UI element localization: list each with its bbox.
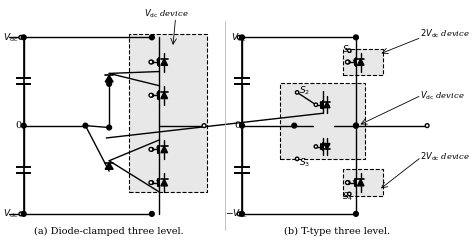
Circle shape bbox=[346, 181, 349, 185]
Circle shape bbox=[240, 36, 245, 41]
Circle shape bbox=[346, 61, 350, 64]
Circle shape bbox=[149, 212, 154, 216]
Circle shape bbox=[425, 124, 429, 128]
Text: $V_{\rm dc}$: $V_{\rm dc}$ bbox=[3, 31, 18, 44]
Circle shape bbox=[149, 36, 154, 41]
FancyBboxPatch shape bbox=[129, 34, 207, 192]
Text: 0: 0 bbox=[235, 121, 241, 130]
Circle shape bbox=[354, 124, 358, 128]
Text: $V_{\rm dc}$: $V_{\rm dc}$ bbox=[3, 207, 18, 219]
Circle shape bbox=[19, 212, 23, 216]
Text: $V_{\rm dc}$ device: $V_{\rm dc}$ device bbox=[419, 89, 464, 101]
Text: $V_{\rm dc}$: $V_{\rm dc}$ bbox=[231, 31, 246, 44]
Circle shape bbox=[21, 124, 26, 128]
Circle shape bbox=[237, 212, 241, 216]
Text: (b) T-type three level.: (b) T-type three level. bbox=[284, 226, 390, 235]
FancyBboxPatch shape bbox=[280, 84, 365, 159]
Text: $S_4$: $S_4$ bbox=[342, 190, 353, 202]
Polygon shape bbox=[161, 92, 167, 99]
Text: (a) Diode-clamped three level.: (a) Diode-clamped three level. bbox=[34, 226, 184, 235]
Circle shape bbox=[21, 36, 26, 41]
Circle shape bbox=[346, 61, 349, 65]
Circle shape bbox=[150, 181, 154, 184]
Text: $2V_{\rm dc}$ device: $2V_{\rm dc}$ device bbox=[419, 150, 469, 163]
Circle shape bbox=[346, 181, 350, 184]
Polygon shape bbox=[357, 180, 364, 186]
Circle shape bbox=[295, 91, 299, 95]
Polygon shape bbox=[161, 180, 167, 186]
Circle shape bbox=[354, 124, 358, 128]
Text: 0: 0 bbox=[15, 121, 21, 130]
Text: $S_2$: $S_2$ bbox=[299, 84, 310, 96]
Polygon shape bbox=[324, 102, 330, 108]
Circle shape bbox=[240, 212, 245, 216]
Circle shape bbox=[354, 212, 358, 216]
Circle shape bbox=[292, 124, 297, 128]
Text: $S_1$: $S_1$ bbox=[342, 43, 353, 56]
Polygon shape bbox=[324, 144, 330, 150]
Circle shape bbox=[202, 124, 206, 128]
Text: $2V_{\rm dc}$ device: $2V_{\rm dc}$ device bbox=[419, 27, 469, 40]
Circle shape bbox=[347, 50, 351, 53]
Circle shape bbox=[314, 104, 318, 107]
Circle shape bbox=[237, 36, 241, 40]
Circle shape bbox=[107, 82, 111, 87]
Text: $S_3$: $S_3$ bbox=[299, 156, 310, 168]
Polygon shape bbox=[161, 146, 167, 153]
Circle shape bbox=[150, 94, 154, 98]
Text: $V_{\rm dc}$ device: $V_{\rm dc}$ device bbox=[144, 8, 188, 20]
FancyBboxPatch shape bbox=[343, 50, 383, 76]
Polygon shape bbox=[357, 60, 364, 66]
FancyBboxPatch shape bbox=[343, 170, 383, 196]
Circle shape bbox=[149, 61, 153, 65]
Circle shape bbox=[149, 181, 153, 185]
Circle shape bbox=[150, 61, 154, 64]
Circle shape bbox=[295, 158, 299, 161]
Circle shape bbox=[150, 148, 154, 152]
Polygon shape bbox=[105, 76, 113, 83]
Circle shape bbox=[19, 36, 23, 40]
Circle shape bbox=[107, 126, 111, 130]
Polygon shape bbox=[161, 60, 167, 66]
Polygon shape bbox=[105, 163, 113, 170]
Text: $-V_{\rm dc}$: $-V_{\rm dc}$ bbox=[225, 207, 248, 219]
Circle shape bbox=[83, 124, 88, 128]
Circle shape bbox=[21, 212, 26, 216]
Circle shape bbox=[240, 124, 245, 128]
Circle shape bbox=[347, 192, 351, 196]
Circle shape bbox=[149, 94, 153, 98]
Circle shape bbox=[149, 148, 153, 152]
Circle shape bbox=[314, 145, 318, 148]
Circle shape bbox=[354, 36, 358, 41]
